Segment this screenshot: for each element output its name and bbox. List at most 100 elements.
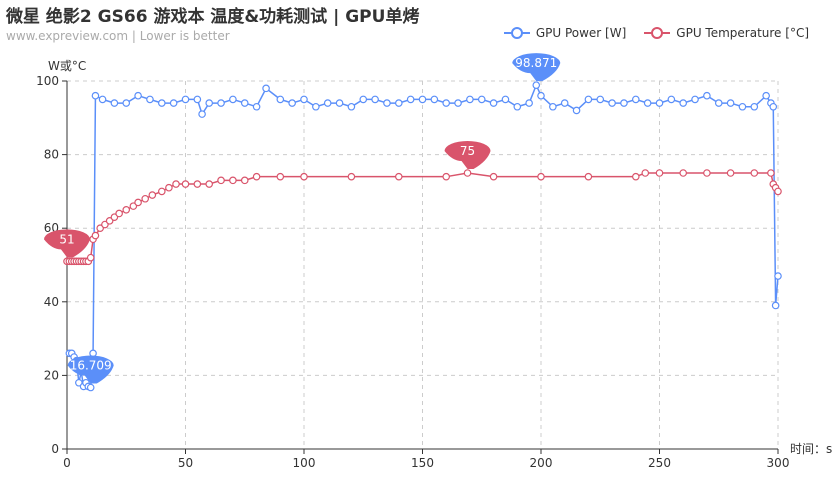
data-point[interactable]: [596, 95, 605, 104]
data-point[interactable]: [205, 180, 214, 188]
data-point[interactable]: [252, 172, 261, 181]
data-point[interactable]: [240, 176, 249, 185]
legend-item-gpu-power[interactable]: GPU Power [W]: [503, 26, 626, 40]
data-point[interactable]: [288, 99, 296, 107]
data-point[interactable]: [181, 95, 190, 104]
data-point[interactable]: [122, 206, 131, 214]
data-point[interactable]: [774, 187, 782, 196]
data-point[interactable]: [466, 95, 474, 104]
data-point[interactable]: [394, 172, 403, 181]
legend-item-gpu-temperature[interactable]: GPU Temperature [°C]: [644, 26, 809, 40]
data-point[interactable]: [572, 106, 581, 115]
data-point[interactable]: [115, 209, 123, 218]
data-point[interactable]: [406, 95, 415, 104]
data-point[interactable]: [525, 99, 533, 107]
data-point[interactable]: [148, 191, 157, 199]
data-point[interactable]: [750, 169, 759, 177]
data-point[interactable]: [655, 169, 664, 177]
data-point[interactable]: [217, 99, 225, 107]
data-point[interactable]: [371, 95, 379, 104]
data-point[interactable]: [442, 172, 451, 181]
data-point[interactable]: [86, 383, 95, 392]
data-point[interactable]: [549, 102, 557, 111]
data-point[interactable]: [158, 187, 166, 196]
data-point[interactable]: [300, 95, 308, 104]
data-point[interactable]: [91, 231, 100, 240]
data-point[interactable]: [383, 99, 391, 107]
data-point[interactable]: [726, 169, 735, 177]
data-point[interactable]: [463, 169, 472, 177]
data-point[interactable]: [193, 180, 202, 188]
data-point[interactable]: [679, 99, 688, 107]
data-point[interactable]: [489, 172, 498, 181]
data-point[interactable]: [312, 102, 320, 111]
data-point[interactable]: [193, 95, 202, 104]
data-point[interactable]: [454, 99, 462, 107]
data-point[interactable]: [122, 99, 131, 107]
data-point[interactable]: [205, 99, 214, 107]
data-point[interactable]: [532, 81, 541, 89]
data-point[interactable]: [335, 99, 344, 107]
data-point[interactable]: [418, 95, 427, 104]
data-point[interactable]: [91, 91, 100, 100]
data-point[interactable]: [229, 176, 237, 185]
data-point[interactable]: [703, 91, 711, 100]
data-point[interactable]: [655, 99, 664, 107]
data-point[interactable]: [134, 198, 142, 207]
data-point[interactable]: [86, 253, 95, 262]
data-point[interactable]: [489, 99, 498, 107]
data-point[interactable]: [774, 272, 782, 280]
data-point[interactable]: [347, 172, 356, 181]
data-point[interactable]: [300, 172, 308, 181]
data-point[interactable]: [359, 95, 368, 104]
data-point[interactable]: [560, 99, 569, 107]
data-point[interactable]: [181, 180, 190, 188]
data-point[interactable]: [667, 95, 676, 104]
data-point[interactable]: [691, 95, 699, 104]
data-point[interactable]: [584, 95, 593, 104]
data-point[interactable]: [703, 169, 711, 177]
data-point[interactable]: [347, 102, 356, 111]
data-point[interactable]: [767, 169, 775, 177]
data-point[interactable]: [726, 99, 735, 107]
data-point[interactable]: [442, 99, 451, 107]
data-point[interactable]: [477, 95, 486, 104]
data-point[interactable]: [172, 180, 180, 188]
data-point[interactable]: [641, 169, 650, 177]
data-point[interactable]: [146, 95, 154, 104]
data-point[interactable]: [276, 95, 285, 104]
data-point[interactable]: [608, 99, 616, 107]
data-point[interactable]: [394, 99, 403, 107]
data-point[interactable]: [501, 95, 510, 104]
data-point[interactable]: [643, 99, 652, 107]
data-point[interactable]: [513, 102, 522, 111]
data-point[interactable]: [262, 84, 270, 93]
data-point[interactable]: [769, 102, 778, 111]
data-point[interactable]: [631, 95, 640, 104]
data-point[interactable]: [620, 99, 628, 107]
data-point[interactable]: [165, 183, 173, 192]
data-point[interactable]: [217, 176, 225, 185]
data-point[interactable]: [537, 91, 545, 100]
data-point[interactable]: [762, 91, 770, 100]
data-point[interactable]: [276, 172, 285, 181]
data-point[interactable]: [631, 172, 640, 181]
data-point[interactable]: [98, 95, 107, 104]
data-point[interactable]: [750, 102, 759, 111]
data-point[interactable]: [169, 99, 178, 107]
data-point[interactable]: [738, 102, 747, 111]
data-point[interactable]: [240, 99, 249, 107]
data-point[interactable]: [141, 194, 150, 203]
data-point[interactable]: [134, 91, 142, 100]
data-point[interactable]: [584, 172, 593, 181]
data-point[interactable]: [229, 95, 237, 104]
data-point[interactable]: [714, 99, 723, 107]
data-point[interactable]: [771, 301, 780, 310]
data-point[interactable]: [323, 99, 332, 107]
data-point[interactable]: [430, 95, 439, 104]
data-point[interactable]: [110, 99, 119, 107]
data-point[interactable]: [252, 102, 261, 111]
data-point[interactable]: [158, 99, 166, 107]
data-point[interactable]: [679, 169, 688, 177]
data-point[interactable]: [537, 172, 545, 181]
